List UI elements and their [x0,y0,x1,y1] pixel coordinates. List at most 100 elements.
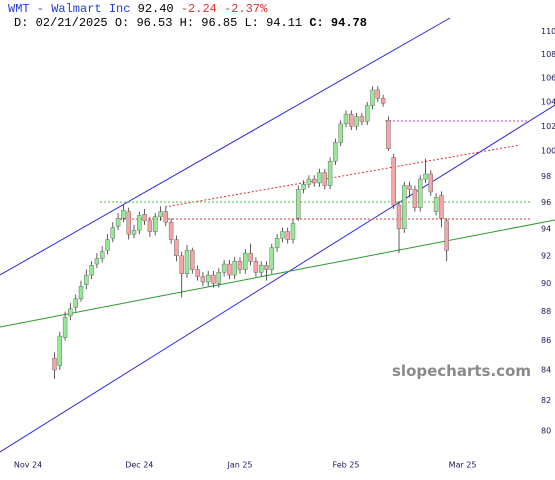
candle-body [179,255,184,274]
x-tick-label: Feb 25 [333,461,360,470]
candle-body [296,189,301,219]
trendlines [0,17,555,453]
candle-body [232,261,237,276]
candle-body [349,113,354,127]
candle-body [280,231,285,239]
candle-body [52,357,57,371]
watermark: slopecharts.com [392,362,531,380]
candle-body [269,247,274,270]
candle-body [354,116,359,127]
value: 96.53 [136,16,173,30]
candle-body [423,173,428,180]
candle-body [274,238,280,248]
candle-body [78,286,84,300]
candle-body [126,211,131,235]
candle-body [163,211,169,223]
candle-body [168,221,174,240]
candle-body [333,142,338,162]
y-tick-label: 84 [541,366,551,375]
candle-body [322,172,327,186]
candle-body [216,272,222,284]
candle-body [290,223,296,240]
candle-body [200,276,206,283]
candle-body [152,216,158,232]
x-tick-label: Jan 25 [226,461,252,470]
candle-body [327,161,333,186]
candle-body [343,113,349,125]
candle-body [121,210,126,219]
dotted-trend [164,144,521,208]
candle-body [190,250,195,270]
candle-body [57,335,62,366]
y-tick-label: 90 [541,279,551,288]
header-line: WMT - Walmart Inc 92.40 -2.24 -2.37% [8,2,267,16]
candle-body [184,250,190,274]
y-tick-label: 108 [541,50,555,59]
candle-body [359,116,365,122]
candle-body [402,185,407,230]
candle-body [94,258,100,265]
channel-lower [0,104,555,453]
candle-body [158,211,163,218]
candle-body [444,220,449,251]
candle-body [264,265,269,270]
candle-body [433,196,439,212]
x-tick-label: Nov 24 [14,461,42,470]
y-tick-label: 106 [541,74,555,83]
candle-body [142,214,147,222]
candle-body [89,265,94,276]
candle-body [110,227,116,239]
candle-body [131,229,137,235]
candle-body [380,98,386,104]
ohlc-line: D: 02/21/2025 O: 96.53 H: 96.85 L: 94.11… [14,16,367,30]
candle-body [370,89,375,106]
y-tick-label: 94 [541,224,551,233]
label: D: [14,16,29,30]
date: 02/21/2025 [35,16,108,30]
y-tick-label: 82 [541,396,551,405]
label: O: [114,16,130,30]
candle-body [253,261,259,273]
candle-body [386,119,391,149]
label: C: [309,16,324,30]
candle-body [115,217,121,227]
symbol: WMT - Walmart Inc [8,2,131,16]
candle-body [105,239,110,251]
y-tick-label: 86 [541,336,551,345]
y-tick-label: 110 [541,27,555,36]
candle-body [227,263,232,276]
x-tick-label: Mar 25 [449,461,477,470]
candle-body [407,185,412,190]
candle-body [211,274,216,284]
last-price: 92.40 [137,2,174,16]
y-tick-label: 100 [541,147,555,156]
y-tick-label: 98 [541,172,551,181]
candle-body [317,172,322,184]
candle-body [259,265,264,273]
candle-body [237,261,243,270]
candle-body [365,105,370,122]
change: -2.24 [180,2,217,16]
candle-body [428,173,433,193]
support-line [0,219,555,328]
candle-body [396,204,402,230]
candle-body [174,239,179,257]
y-tick-label: 88 [541,307,551,316]
y-tick-label: 92 [541,251,551,260]
candle-body [439,195,444,219]
value: 96.85 [201,16,238,30]
y-tick-label: 96 [541,198,551,207]
label: H: [179,16,195,30]
change-pct: -2.37% [224,2,268,16]
candle-body [73,298,78,308]
candle-body [84,274,89,286]
candle-body [195,269,200,277]
x-tick-label: Dec 24 [125,461,153,470]
value: 94.11 [266,16,303,30]
candle-body [99,251,105,259]
candle-body [312,178,317,184]
channel-upper [0,17,451,276]
candle-body [338,123,343,143]
